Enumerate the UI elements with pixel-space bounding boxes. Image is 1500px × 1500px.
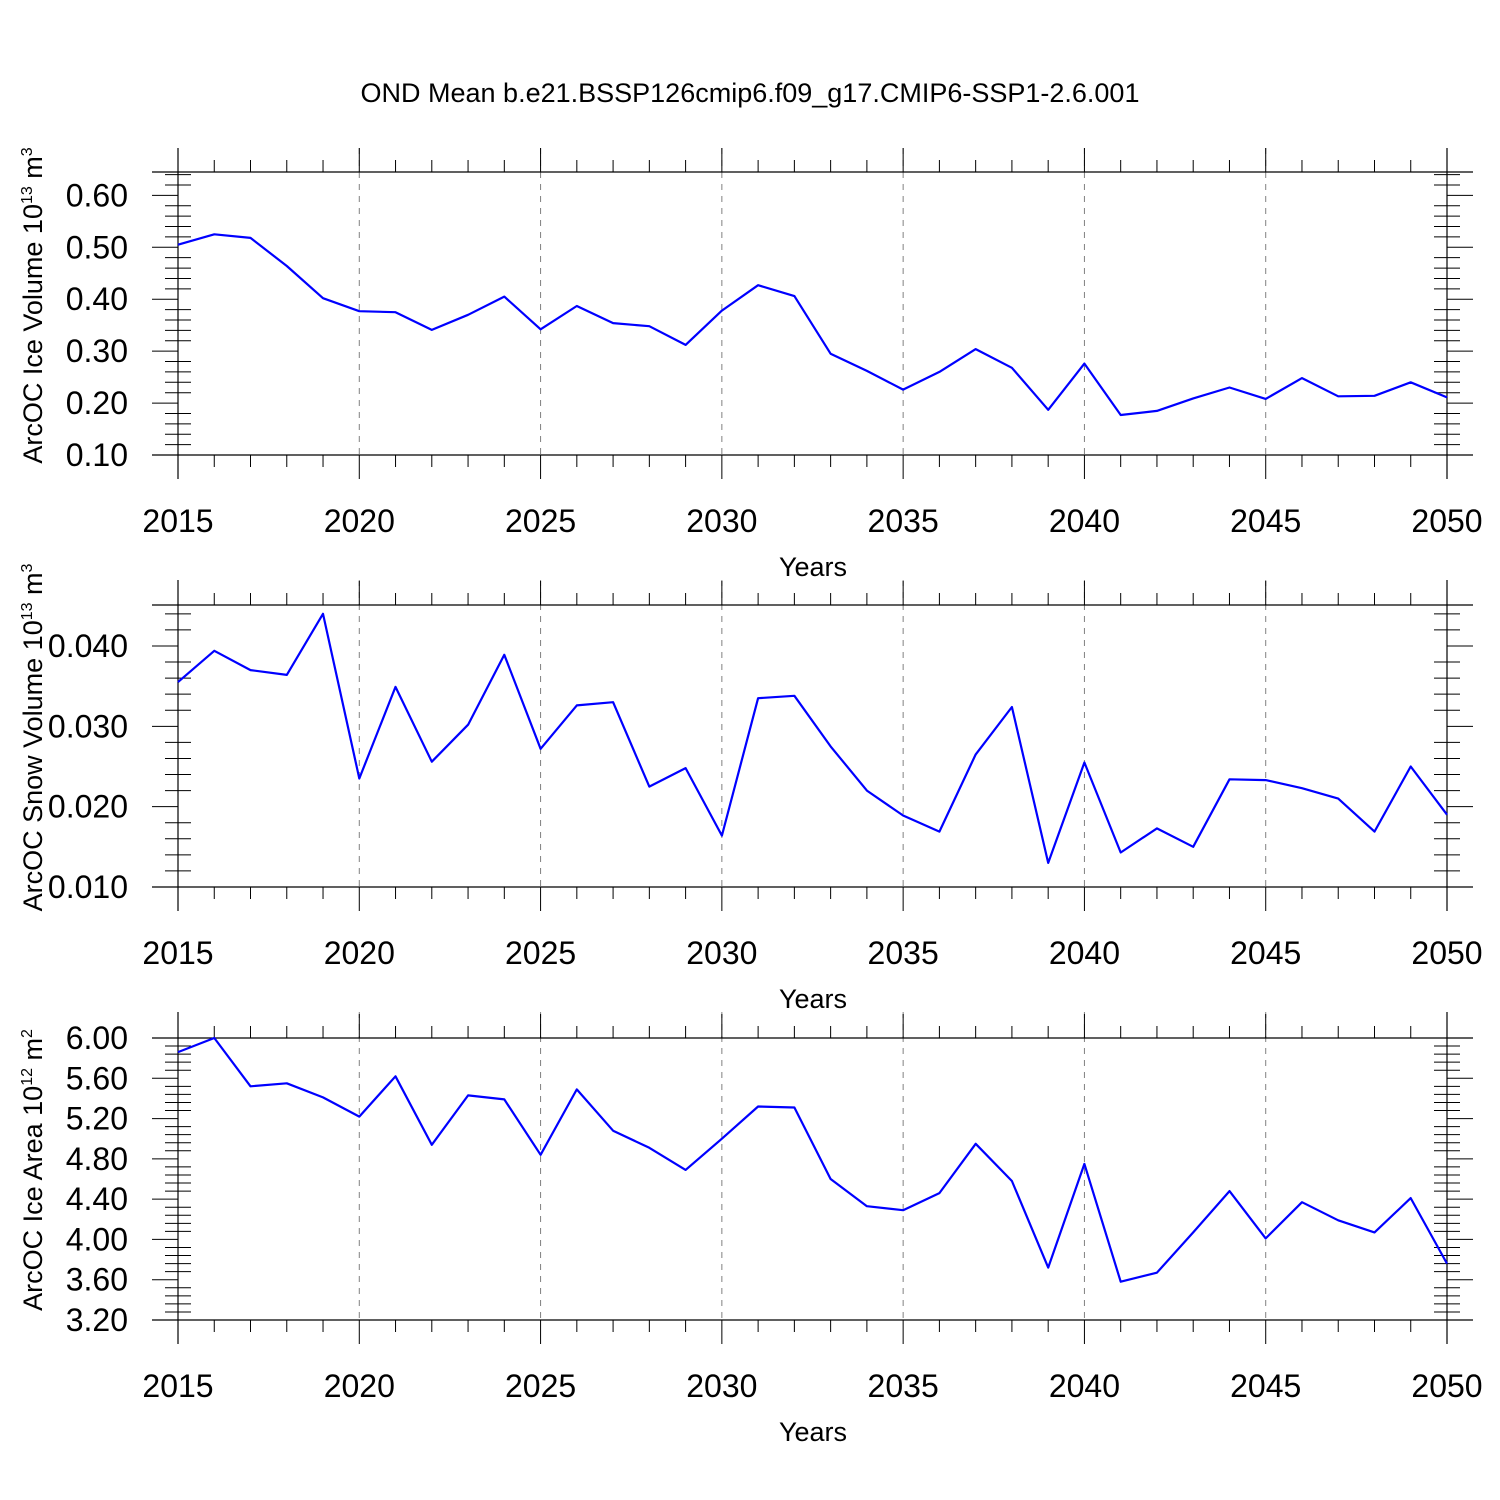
y-tick-label: 4.40 — [66, 1181, 128, 1217]
series-line — [177, 233, 1448, 417]
y-tick-label: 0.30 — [66, 333, 128, 369]
x-tick-label: 2045 — [1230, 935, 1301, 971]
y-tick-label: 0.010 — [48, 869, 128, 905]
y-tick-label: 0.020 — [48, 789, 128, 825]
series-line — [177, 612, 1448, 865]
x-tick-label: 2035 — [868, 1368, 939, 1404]
x-tick-label: 2045 — [1230, 1368, 1301, 1404]
x-tick-label: 2015 — [142, 935, 213, 971]
x-tick-label: 2025 — [505, 1368, 576, 1404]
x-tick-label: 2020 — [324, 935, 395, 971]
y-tick-label: 5.20 — [66, 1101, 128, 1137]
y-tick-label: 3.20 — [66, 1302, 128, 1338]
x-tick-label: 2020 — [324, 503, 395, 539]
x-tick-label: 2025 — [505, 503, 576, 539]
x-tick-label: 2035 — [868, 503, 939, 539]
y-tick-label: 6.00 — [66, 1020, 128, 1056]
y-tick-label: 0.10 — [66, 437, 128, 473]
y-tick-label: 5.60 — [66, 1060, 128, 1096]
x-tick-label: 2040 — [1049, 935, 1120, 971]
x-tick-label: 2030 — [686, 503, 757, 539]
x-tick-label: 2015 — [142, 1368, 213, 1404]
x-tick-label: 2050 — [1411, 1368, 1482, 1404]
x-tick-label: 2045 — [1230, 503, 1301, 539]
y-tick-label: 4.80 — [66, 1141, 128, 1177]
x-tick-label: 2050 — [1411, 935, 1482, 971]
x-tick-label: 2030 — [686, 935, 757, 971]
y-tick-label: 0.50 — [66, 229, 128, 265]
x-tick-label: 2040 — [1049, 503, 1120, 539]
x-tick-label: 2025 — [505, 935, 576, 971]
y-tick-label: 3.60 — [66, 1262, 128, 1298]
y-axis-title: ArcOC Ice Area 1012 m2 — [18, 1029, 48, 1311]
x-tick-label: 2030 — [686, 1368, 757, 1404]
y-tick-label: 0.20 — [66, 385, 128, 421]
x-tick-label: 2040 — [1049, 1368, 1120, 1404]
y-axis-title: ArcOC Ice Volume 1013 m3 — [18, 147, 48, 463]
x-tick-label: 2035 — [868, 935, 939, 971]
figure-title: OND Mean b.e21.BSSP126cmip6.f09_g17.CMIP… — [360, 78, 1140, 108]
y-tick-label: 0.60 — [66, 177, 128, 213]
y-tick-label: 0.040 — [48, 628, 128, 664]
x-axis-title: Years — [779, 1417, 847, 1447]
series-line — [177, 1036, 1448, 1283]
y-tick-label: 4.00 — [66, 1221, 128, 1257]
chart-panel-3: 3.20 3.60 4.00 4.40 4.80 5.20 5.60 6.00 2015 2020… — [18, 1012, 1483, 1447]
x-tick-label: 2015 — [142, 503, 213, 539]
x-tick-label: 2020 — [324, 1368, 395, 1404]
y-axis-title: ArcOC Snow Volume 1013 m3 — [18, 563, 48, 911]
y-tick-label: 0.40 — [66, 281, 128, 317]
x-tick-label: 2050 — [1411, 503, 1482, 539]
x-axis-title: Years — [779, 552, 847, 582]
x-axis-title: Years — [779, 984, 847, 1014]
chart-panel-2: 0.010 0.020 0.030 0.040 2015 2020 2025 2030 2035… — [18, 563, 1483, 1014]
y-tick-label: 0.030 — [48, 708, 128, 744]
chart-panel-1: 0.10 0.20 0.30 0.40 0.50 0.60 2015 2020 2025 2030… — [18, 147, 1483, 582]
